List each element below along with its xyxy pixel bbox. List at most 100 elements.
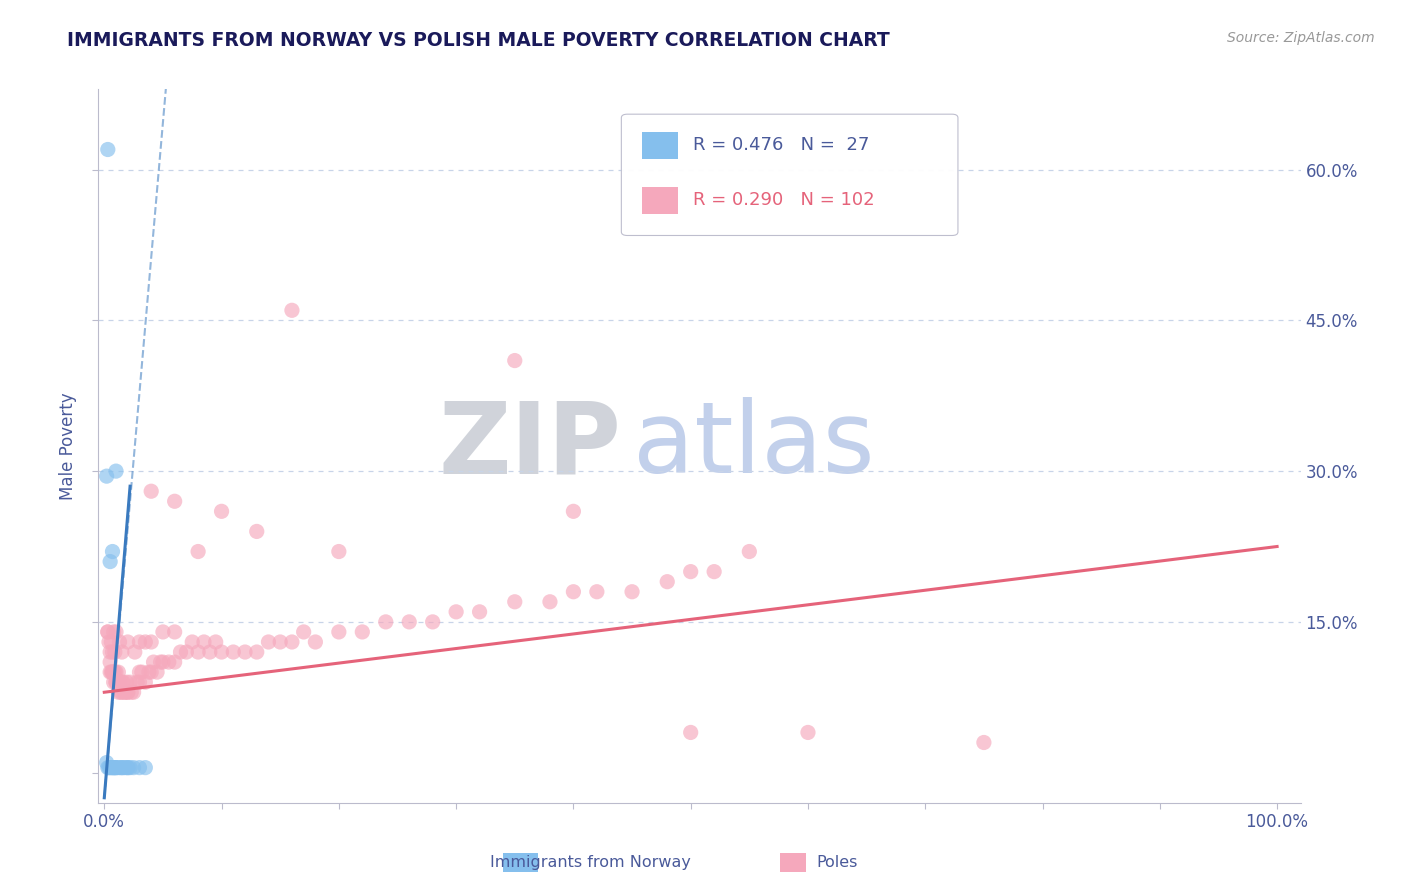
Bar: [641, 132, 678, 159]
Point: [193, 635, 215, 649]
Point: [105, 761, 128, 775]
Point: [114, 685, 136, 699]
Point: [105, 624, 128, 639]
Text: IMMIGRANTS FROM NORWAY VS POLISH MALE POVERTY CORRELATION CHART: IMMIGRANTS FROM NORWAY VS POLISH MALE PO…: [67, 31, 890, 50]
Text: atlas: atlas: [633, 398, 875, 494]
Point: [703, 565, 725, 579]
Point: [105, 675, 128, 690]
Point: [124, 645, 146, 659]
Point: [621, 584, 644, 599]
Point: [503, 595, 526, 609]
Point: [117, 761, 139, 775]
Point: [117, 685, 139, 699]
Point: [120, 761, 142, 775]
Point: [101, 544, 124, 558]
Point: [679, 725, 702, 739]
Point: [97, 624, 120, 639]
Point: [105, 675, 128, 690]
Point: [97, 761, 120, 775]
Point: [97, 143, 120, 157]
Point: [103, 665, 125, 680]
Point: [149, 655, 172, 669]
Point: [398, 615, 420, 629]
Point: [98, 635, 121, 649]
Point: [562, 584, 585, 599]
Point: [134, 635, 156, 649]
Point: [101, 761, 124, 775]
Point: [146, 665, 169, 680]
Text: R = 0.290   N = 102: R = 0.290 N = 102: [693, 191, 875, 209]
Point: [163, 624, 186, 639]
Point: [134, 761, 156, 775]
Point: [328, 544, 350, 558]
Point: [105, 675, 128, 690]
Point: [105, 464, 128, 478]
Point: [110, 761, 132, 775]
Point: [107, 685, 129, 699]
Point: [112, 685, 135, 699]
Point: [586, 584, 609, 599]
Point: [108, 675, 131, 690]
Point: [112, 675, 135, 690]
Point: [103, 761, 125, 775]
Point: [98, 665, 121, 680]
Point: [100, 665, 122, 680]
Point: [98, 645, 121, 659]
Bar: [641, 187, 678, 214]
Point: [122, 761, 145, 775]
Point: [328, 624, 350, 639]
Point: [141, 665, 163, 680]
Point: [257, 635, 280, 649]
Point: [738, 544, 761, 558]
Point: [103, 675, 125, 690]
Point: [562, 504, 585, 518]
Point: [108, 635, 131, 649]
Point: [797, 725, 820, 739]
Point: [122, 685, 145, 699]
Point: [104, 761, 127, 775]
Text: Immigrants from Norway: Immigrants from Norway: [491, 855, 690, 870]
Point: [246, 524, 269, 539]
Point: [973, 735, 995, 749]
Point: [211, 645, 233, 659]
Point: [163, 655, 186, 669]
Point: [103, 761, 125, 775]
Point: [98, 761, 121, 775]
FancyBboxPatch shape: [621, 114, 957, 235]
Point: [131, 665, 153, 680]
Point: [101, 665, 124, 680]
Point: [538, 595, 561, 609]
Point: [114, 761, 136, 775]
Point: [163, 494, 186, 508]
Point: [352, 624, 374, 639]
Point: [198, 645, 221, 659]
Point: [104, 645, 127, 659]
Point: [181, 635, 204, 649]
Point: [141, 635, 163, 649]
Point: [138, 665, 160, 680]
Point: [128, 761, 150, 775]
Text: Poles: Poles: [815, 855, 858, 870]
Text: ZIP: ZIP: [439, 398, 621, 494]
Point: [117, 761, 139, 775]
Point: [115, 675, 138, 690]
Point: [117, 635, 139, 649]
Point: [187, 645, 209, 659]
Point: [105, 761, 128, 775]
Point: [269, 635, 291, 649]
Point: [105, 665, 128, 680]
Point: [117, 685, 139, 699]
Point: [107, 665, 129, 680]
Point: [134, 675, 156, 690]
Point: [152, 624, 174, 639]
Point: [111, 675, 134, 690]
Point: [141, 484, 163, 499]
Point: [120, 675, 142, 690]
Point: [111, 685, 134, 699]
Point: [101, 645, 124, 659]
Point: [98, 761, 121, 775]
Point: [679, 565, 702, 579]
Point: [103, 624, 125, 639]
Point: [96, 756, 118, 770]
Point: [422, 615, 444, 629]
